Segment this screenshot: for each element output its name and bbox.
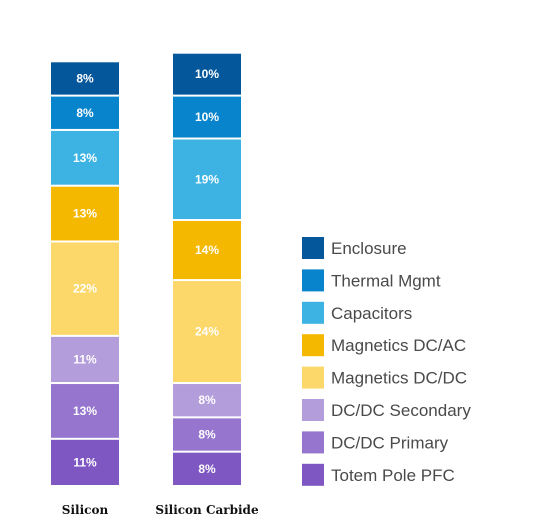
data-label-silicon-carbide-magnetics-dc-dc: 24% [195,325,219,339]
data-label-silicon-carbide-enclosure: 10% [195,67,219,81]
bar-segment-silicon-carbide-thermal-mgmt [173,96,241,138]
data-label-silicon-enclosure: 8% [76,71,94,85]
legend-swatch-enclosure [302,237,324,259]
data-label-silicon-totem-pole-pfc: 11% [73,455,97,469]
bar-segment-silicon-carbide-totem-pole-pfc [173,452,241,485]
data-label-silicon-carbide-dc-dc-primary: 8% [198,428,216,442]
legend-label-thermal-mgmt: Thermal Mgmt [331,271,441,290]
data-label-silicon-magnetics-dc-dc: 22% [73,282,97,296]
data-label-silicon-carbide-magnetics-dc-ac: 14% [195,243,219,257]
bar-segment-silicon-thermal-mgmt [51,96,119,129]
bar-segment-silicon-totem-pole-pfc [51,439,119,485]
legend-swatch-magnetics-dc-ac [302,334,324,357]
legend-swatch-totem-pole-pfc [302,463,324,486]
legend: Enclosure Thermal Mgmt Capacitors Magnetics… [302,237,471,486]
legend-swatch-capacitors [302,301,324,324]
legend-swatch-dc-dc-secondary [302,399,324,421]
bar-segment-silicon-capacitors [51,130,119,185]
category-label-silicon: Silicon [62,503,109,517]
bar-segment-silicon-carbide-capacitors [173,139,241,220]
bar-segment-silicon-enclosure [51,62,119,95]
legend-swatch-magnetics-dc-dc [302,366,324,389]
bar-segment-silicon-magnetics-dc-dc [51,242,119,335]
data-label-silicon-dc-dc-secondary: 11% [73,352,97,366]
bar-segment-silicon-carbide-dc-dc-primary [173,418,241,451]
legend-label-totem-pole-pfc: Totem Pole PFC [331,466,455,485]
data-label-silicon-carbide-dc-dc-secondary: 8% [198,393,216,407]
legend-label-dc-dc-secondary: DC/DC Secondary [331,401,471,420]
data-label-silicon-thermal-mgmt: 8% [76,106,94,120]
legend-swatch-thermal-mgmt [302,269,324,292]
category-label-silicon-carbide: Silicon Carbide [155,503,259,517]
category-labels: Silicon Silicon Carbide [62,503,259,517]
legend-label-enclosure: Enclosure [331,239,407,258]
legend-label-capacitors: Capacitors [331,304,412,323]
data-label-silicon-carbide-capacitors: 19% [195,172,219,186]
legend-label-dc-dc-primary: DC/DC Primary [331,433,449,452]
data-label-silicon-dc-dc-primary: 13% [73,404,97,418]
data-label-silicon-carbide-totem-pole-pfc: 8% [198,462,216,476]
legend-label-magnetics-dc-ac: Magnetics DC/AC [331,336,466,355]
data-label-silicon-capacitors: 13% [73,151,97,165]
bar-segment-silicon-magnetics-dc-ac [51,186,119,241]
bar-segment-silicon-carbide-magnetics-dc-ac [173,221,241,280]
legend-label-magnetics-dc-dc: Magnetics DC/DC [331,369,467,388]
bar-segment-silicon-dc-dc-primary [51,384,119,438]
bar-segment-silicon-carbide-enclosure [173,53,241,95]
data-label-silicon-magnetics-dc-ac: 13% [73,207,97,221]
legend-swatch-dc-dc-primary [302,431,324,454]
bar-segment-silicon-carbide-dc-dc-secondary [173,384,241,417]
bar-segment-silicon-carbide-magnetics-dc-dc [173,281,241,383]
bar-segment-silicon-dc-dc-secondary [51,336,119,383]
bars-group: 11% 13% 11% 22% 13% 13% 8% 8% 8% 8% 8% 24% 14% 19% 10%… [51,53,241,485]
data-label-silicon-carbide-thermal-mgmt: 10% [195,110,219,124]
